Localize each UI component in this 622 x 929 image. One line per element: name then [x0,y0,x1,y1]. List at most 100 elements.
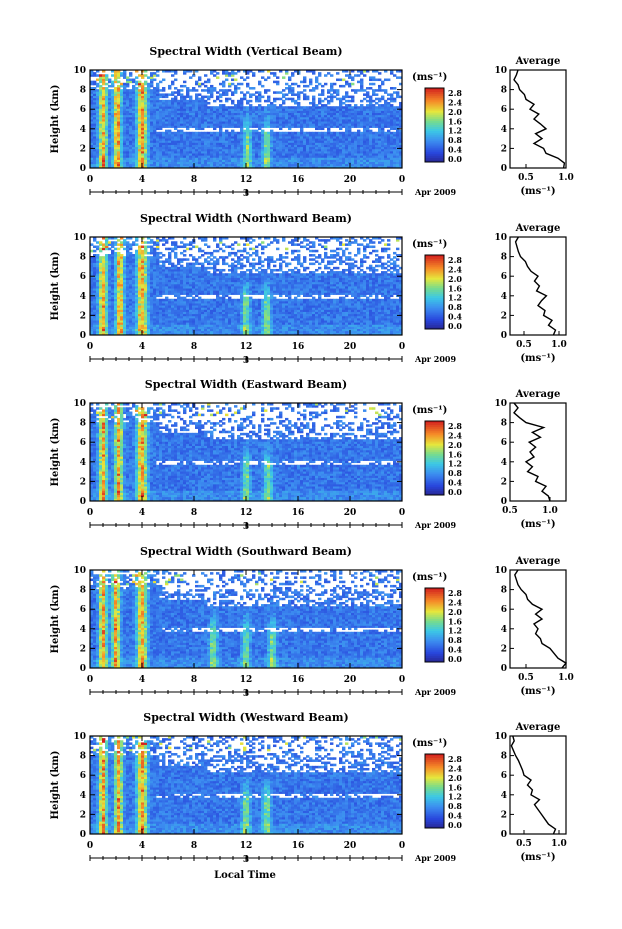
heatmap-cell [96,328,100,332]
heatmap-cell [285,136,289,139]
heatmap-cell [177,163,181,167]
heatmap-cell [333,142,337,145]
heatmap-cell [366,125,370,128]
heatmap-cell [150,112,154,116]
heatmap-cell [396,131,400,135]
heatmap-cell [285,142,289,145]
heatmap-cell [123,140,127,143]
heatmap-cell [246,140,250,143]
heatmap-cell [363,74,367,77]
heatmap-cell [300,114,304,118]
heatmap-cell [372,123,376,126]
heatmap-cell [249,119,253,122]
heatmap-cell [387,138,391,141]
heatmap-cell [378,144,382,148]
heatmap-cell [96,127,100,131]
heatmap-cell [294,116,298,120]
heatmap-cell [273,159,277,163]
heatmap-cell [357,70,361,73]
heatmap-cell [90,101,94,105]
heatmap-cell [312,146,316,150]
heatmap-cell [159,165,163,169]
heatmap-cell [387,101,391,105]
heatmap-cell [267,99,271,103]
heatmap-cell [135,161,139,165]
heatmap-cell [99,93,103,96]
heatmap-cell [153,106,157,109]
heatmap-cell [228,157,232,160]
heatmap-cell [198,108,202,111]
heatmap-cell [180,121,184,124]
heatmap-cell [312,121,316,124]
heatmap-cell [114,110,118,114]
heatmap-cell [222,155,226,158]
heatmap-cell [345,70,349,73]
heatmap-cell [231,123,235,126]
heatmap-cell [366,127,370,131]
heatmap-cell [306,133,310,137]
heatmap-cell [324,155,328,158]
heatmap-cell [111,148,115,152]
heatmap-cell [363,148,367,152]
heatmap-cell [288,159,292,163]
heatmap-cell [108,133,112,137]
heatmap-cell [135,93,139,96]
heatmap-cell [309,82,313,86]
heatmap-cell [186,150,190,154]
heatmap-cell [210,125,214,128]
heatmap-cell [90,311,94,315]
heatmap-cell [213,153,217,156]
heatmap-cell [129,159,133,163]
heatmap-cell [114,78,118,82]
heatmap-cell [93,254,97,257]
heatmap-cell [375,131,379,135]
heatmap-cell [387,114,391,118]
heatmap-cell [267,148,271,152]
heatmap-cell [171,155,175,158]
heatmap-cell [150,119,154,122]
heatmap-cell [261,110,265,114]
heatmap-cell [255,163,259,167]
heatmap-cell [99,332,103,336]
heatmap-cell [135,82,139,86]
heatmap-cell [108,101,112,105]
heatmap-cell [360,70,364,73]
heatmap-cell [267,155,271,158]
heatmap-cell [339,112,343,116]
heatmap-cell [144,146,148,150]
heatmap-cell [189,76,193,79]
heatmap-cell [168,150,172,154]
heatmap-cell [327,161,331,165]
heatmap-cell [153,93,157,96]
heatmap-cell [336,131,340,135]
heatmap-cell [174,78,178,82]
heatmap-cell [258,125,262,128]
heatmap-cell [300,155,304,158]
heatmap-cell [273,106,277,109]
heatmap-cell [282,106,286,109]
heatmap-cell [192,121,196,124]
heatmap-cell [255,140,259,143]
heatmap-cell [207,108,211,111]
heatmap-cell [222,70,226,73]
heatmap-cell [198,153,202,156]
heatmap-cell [243,93,247,96]
heatmap-cell [288,140,292,143]
heatmap-cell [297,93,301,96]
heatmap-cell [258,148,262,152]
heatmap-cell [174,157,178,160]
heatmap-cell [126,112,130,116]
heatmap-cell [183,108,187,111]
heatmap-cell [207,101,211,105]
heatmap-cell [300,106,304,109]
heatmap-cell [126,155,130,158]
heatmap-cell [204,116,208,120]
heatmap-cell [258,116,262,120]
heatmap-cell [396,106,400,109]
heatmap-cell [294,108,298,111]
heatmap-cell [246,72,250,75]
heatmap-cell [357,157,361,160]
heatmap-cell [384,163,388,167]
heatmap-cell [204,125,208,128]
heatmap-cell [258,161,262,165]
